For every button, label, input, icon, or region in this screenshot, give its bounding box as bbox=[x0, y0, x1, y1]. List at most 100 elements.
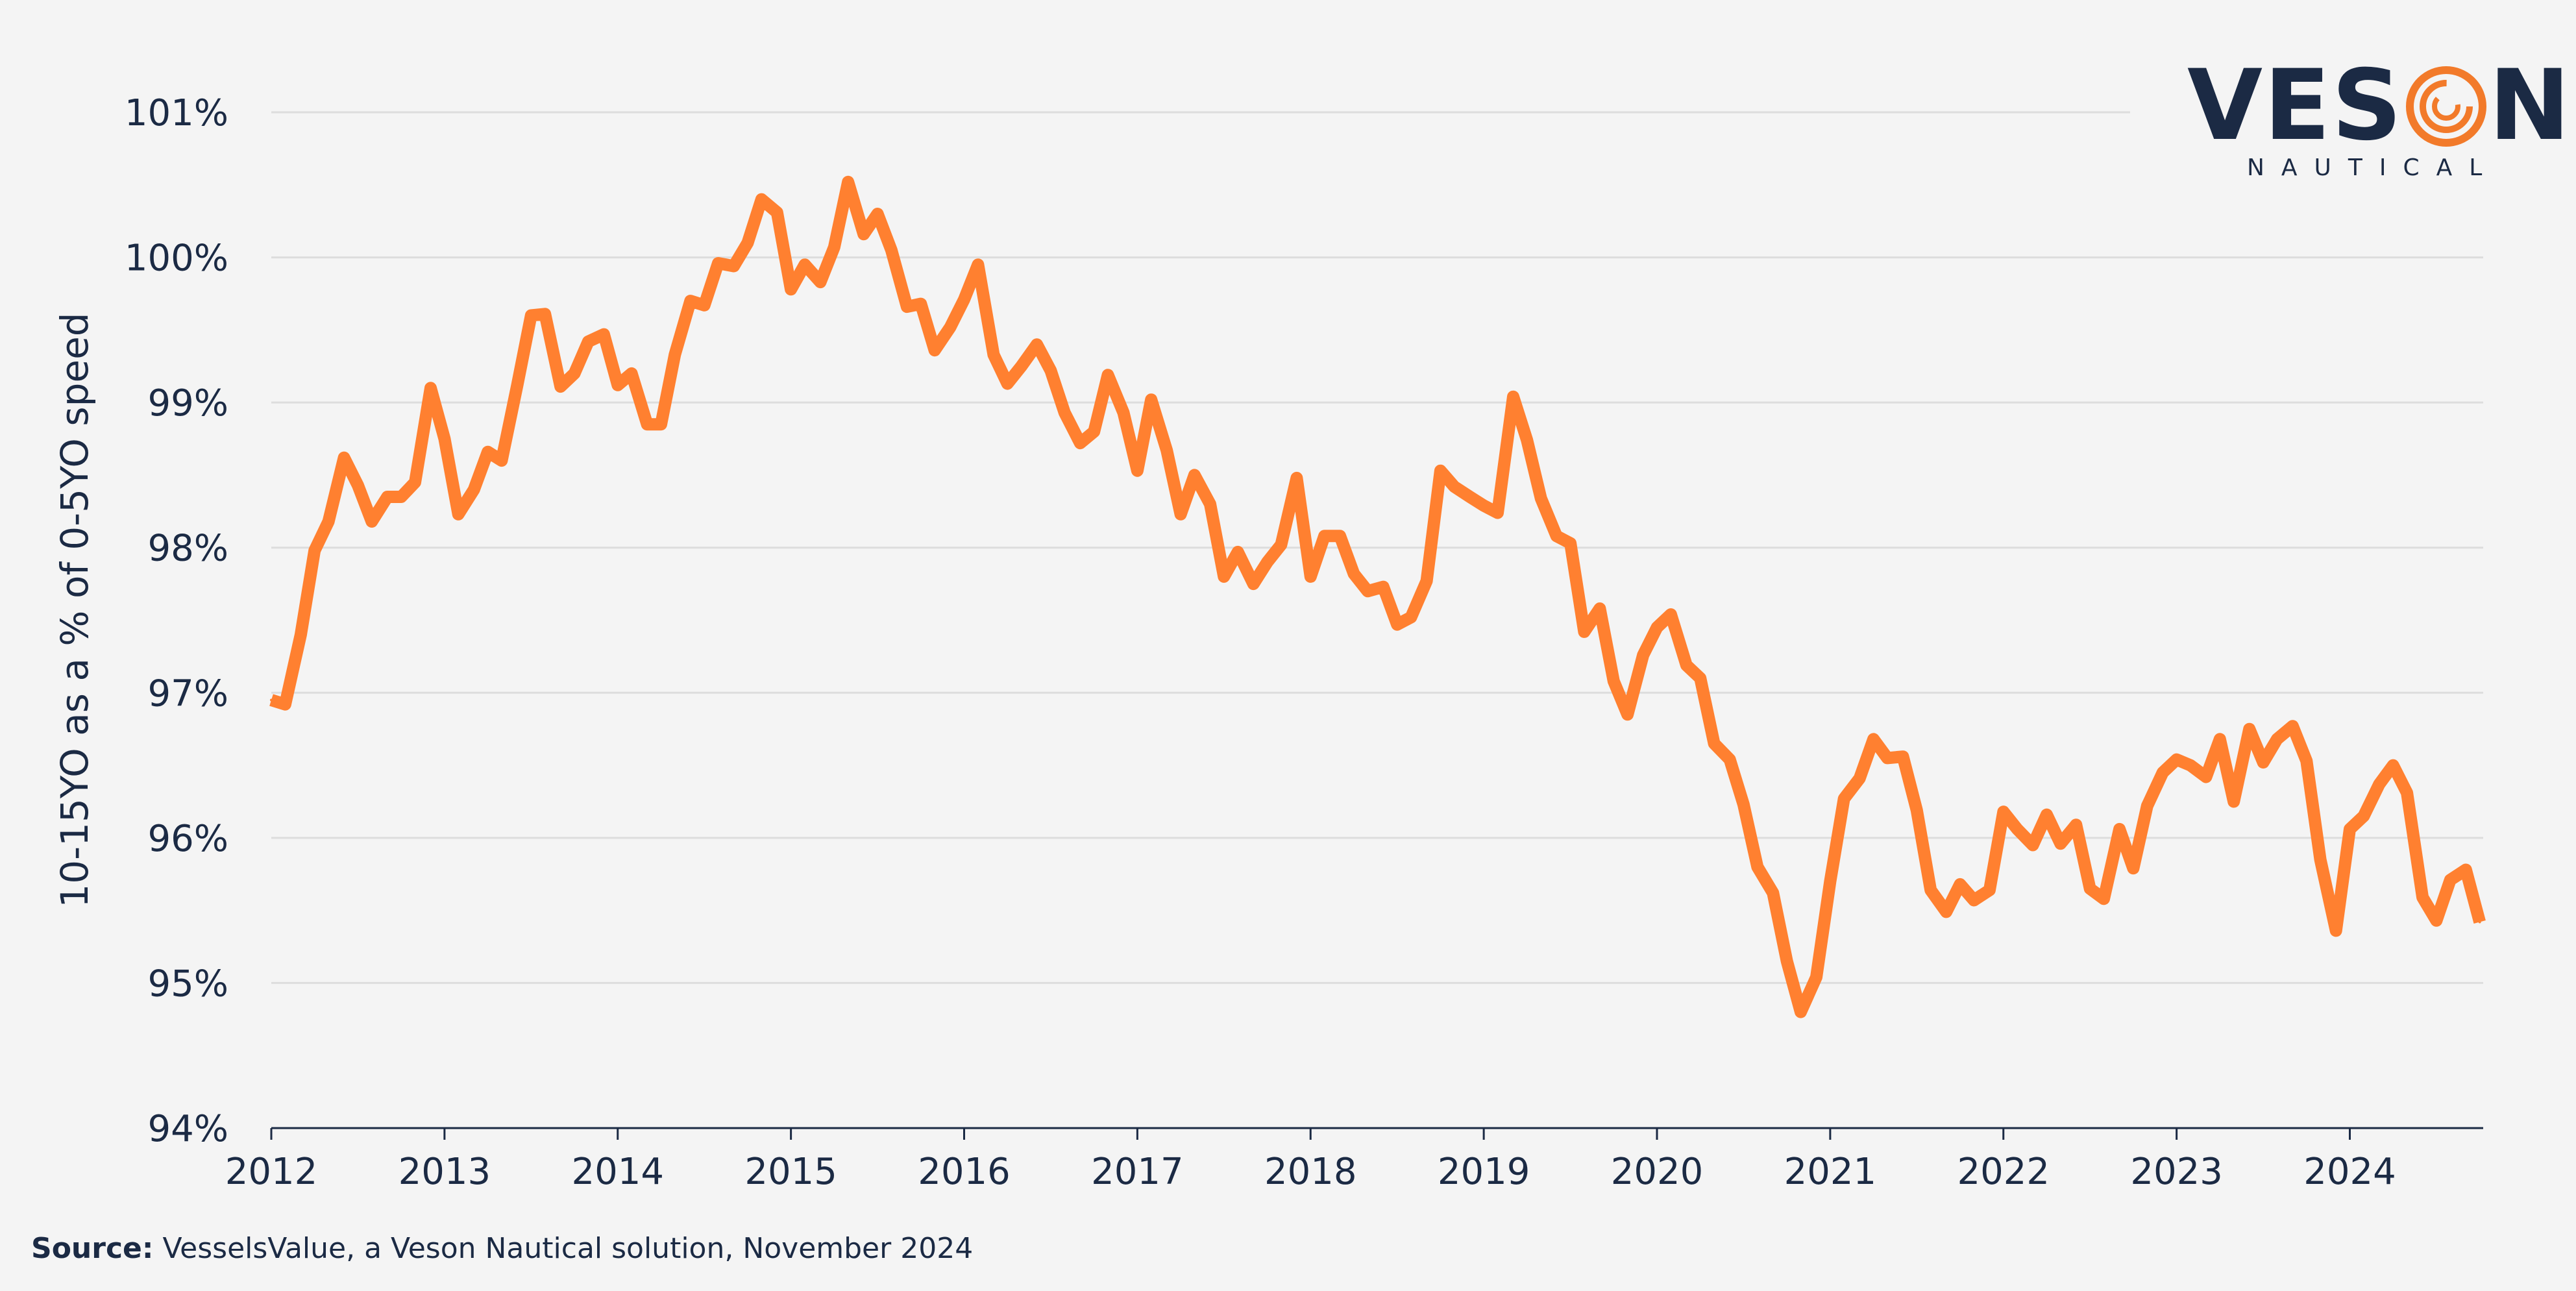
data-point bbox=[1006, 382, 1009, 386]
x-tick-label: 2016 bbox=[918, 1151, 1011, 1193]
y-tick-label: 100% bbox=[125, 238, 228, 280]
data-point bbox=[1309, 575, 1312, 578]
data-point bbox=[673, 353, 676, 356]
x-tick-label: 2022 bbox=[1957, 1151, 2050, 1193]
data-point bbox=[2392, 764, 2395, 767]
x-tick-label: 2017 bbox=[1091, 1151, 1184, 1193]
data-point bbox=[1193, 473, 1196, 476]
logo-wordmark-end: N bbox=[2488, 49, 2572, 162]
data-point bbox=[1236, 550, 1240, 554]
data-point bbox=[1208, 502, 1212, 506]
data-point bbox=[2002, 810, 2005, 813]
data-point bbox=[1439, 469, 1442, 473]
data-point bbox=[559, 385, 562, 388]
data-point bbox=[1107, 373, 1109, 376]
data-point bbox=[2189, 764, 2192, 767]
x-tick-label: 2020 bbox=[1611, 1151, 1704, 1193]
data-point bbox=[1569, 542, 1572, 545]
data-point bbox=[2059, 842, 2062, 845]
data-point bbox=[976, 263, 979, 266]
data-point bbox=[2464, 868, 2468, 871]
data-point bbox=[630, 372, 633, 375]
data-point bbox=[1252, 582, 1255, 585]
x-tick-label: 2021 bbox=[1784, 1151, 1877, 1193]
data-point bbox=[846, 180, 850, 184]
data-point bbox=[2248, 728, 2251, 731]
data-point bbox=[2275, 737, 2279, 741]
data-point bbox=[1539, 497, 1543, 500]
logo-wordmark-start: VES bbox=[2187, 49, 2403, 162]
source-label: Source: bbox=[31, 1232, 154, 1265]
data-point bbox=[1944, 910, 1948, 913]
data-point bbox=[2362, 815, 2365, 818]
data-point bbox=[862, 232, 865, 236]
data-point bbox=[1468, 495, 1471, 498]
data-point bbox=[2016, 828, 2019, 831]
data-point bbox=[1496, 511, 1499, 515]
data-point bbox=[443, 437, 446, 440]
veson-nautical-logo: VES N NAUTICAL bbox=[2187, 57, 2570, 187]
data-point bbox=[819, 280, 822, 284]
data-point bbox=[2435, 919, 2438, 922]
data-point bbox=[876, 212, 879, 215]
data-point bbox=[1669, 613, 1673, 616]
data-point bbox=[327, 520, 330, 523]
data-point bbox=[1122, 411, 1125, 414]
data-point bbox=[1598, 607, 1601, 610]
data-point bbox=[2218, 737, 2222, 741]
data-point bbox=[1020, 365, 1023, 368]
data-point bbox=[1035, 343, 1038, 346]
data-point bbox=[2118, 828, 2121, 831]
data-point bbox=[2335, 929, 2338, 932]
data-point bbox=[1079, 441, 1082, 445]
data-point bbox=[1222, 575, 1225, 578]
data-point bbox=[1885, 756, 1889, 759]
data-point bbox=[1525, 439, 1528, 442]
data-point bbox=[949, 325, 952, 328]
x-tick-label: 2018 bbox=[1264, 1151, 1357, 1193]
data-point bbox=[400, 495, 403, 498]
data-point bbox=[1815, 976, 1818, 979]
y-tick-label: 99% bbox=[148, 382, 228, 424]
x-tick-label: 2023 bbox=[2130, 1151, 2223, 1193]
data-point bbox=[313, 549, 316, 552]
data-point bbox=[457, 513, 460, 516]
data-point bbox=[284, 703, 287, 706]
y-tick-label: 98% bbox=[148, 528, 228, 570]
data-point bbox=[646, 423, 649, 426]
data-point bbox=[1785, 959, 1789, 963]
data-point bbox=[833, 245, 836, 249]
data-point bbox=[1915, 809, 1919, 812]
data-point bbox=[1165, 449, 1168, 452]
x-tick-label: 2015 bbox=[744, 1151, 837, 1193]
data-point bbox=[919, 302, 922, 306]
data-point bbox=[1843, 797, 1846, 800]
data-point bbox=[2131, 867, 2135, 870]
data-point bbox=[789, 288, 792, 291]
data-point bbox=[1295, 476, 1298, 480]
x-tick-label: 2014 bbox=[571, 1151, 664, 1193]
data-point bbox=[343, 456, 346, 460]
y-tick-label: 96% bbox=[148, 818, 228, 860]
data-point bbox=[746, 241, 749, 245]
data-point bbox=[963, 298, 966, 301]
data-point bbox=[1699, 676, 1702, 680]
data-point bbox=[587, 340, 590, 343]
data-point bbox=[2045, 813, 2048, 817]
x-tick-label: 2019 bbox=[1438, 1151, 1530, 1193]
data-point bbox=[356, 484, 360, 487]
data-point bbox=[1063, 411, 1066, 414]
series-line bbox=[269, 175, 2486, 1018]
data-point bbox=[1685, 663, 1688, 667]
data-point bbox=[1728, 758, 1732, 761]
data-point bbox=[370, 520, 373, 523]
data-point bbox=[270, 698, 273, 702]
data-point bbox=[1395, 623, 1399, 626]
data-point bbox=[1858, 777, 1861, 780]
y-axis-title: 10-15YO as a % of 0-5YO speed bbox=[53, 312, 97, 907]
data-point bbox=[2291, 724, 2294, 728]
data-point bbox=[933, 349, 937, 352]
logo-o-icon bbox=[2405, 66, 2486, 147]
data-point bbox=[2348, 828, 2351, 831]
